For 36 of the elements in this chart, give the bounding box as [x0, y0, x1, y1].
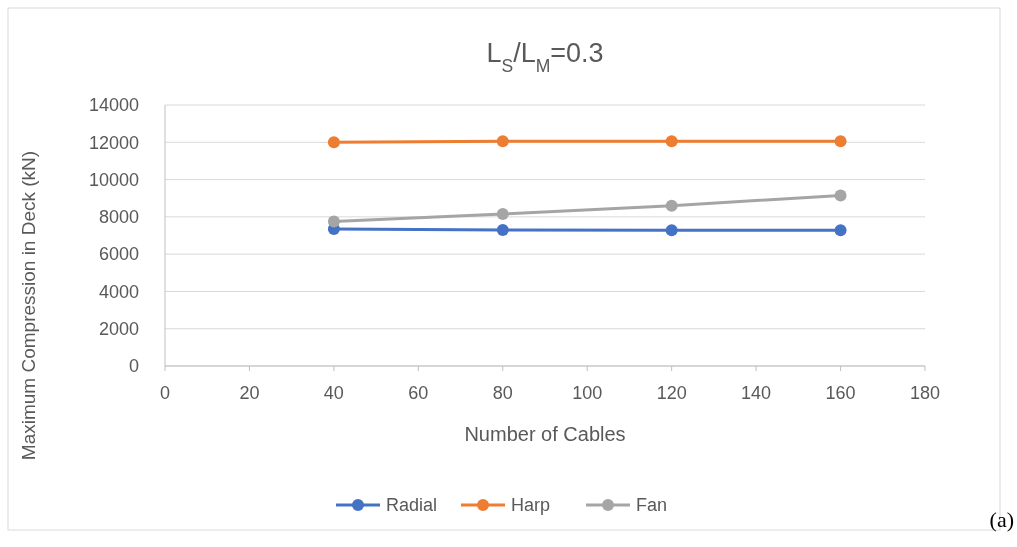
chart-title: L$_{S}$/L$_{M}$=0.3: [486, 38, 604, 76]
x-tick-label: 100: [572, 383, 603, 403]
y-tick-label: 0: [128, 356, 139, 377]
y-tick-label: 4000: [98, 281, 139, 302]
point: [496, 208, 509, 221]
legend-label: Fan: [636, 495, 668, 516]
point: [496, 223, 509, 236]
point: [665, 135, 678, 148]
y-tick-label: 12000: [88, 132, 139, 153]
point: [834, 189, 847, 202]
point: [834, 224, 847, 237]
legend-label: Radial: [386, 495, 438, 516]
point: [327, 215, 340, 228]
y-tick-label: 6000: [98, 244, 139, 265]
y-tick-label: 14000: [88, 95, 139, 116]
point: [834, 135, 847, 148]
y-tick-label: 10000: [88, 169, 139, 190]
point: [665, 224, 678, 237]
y-axis-title: Maximum Compression in Deck (kN): [18, 150, 39, 461]
point: [665, 199, 678, 212]
point: [496, 135, 509, 148]
x-tick-label: 160: [825, 383, 856, 403]
x-axis-title: Number of Cables: [464, 423, 626, 445]
x-tick-label: 20: [239, 383, 260, 403]
x-tick-label: 120: [656, 383, 687, 403]
x-tick-label: 80: [492, 383, 513, 403]
x-tick-label: 0: [159, 383, 171, 403]
y-tick-label: 8000: [98, 207, 139, 228]
legend-label: Harp: [511, 495, 551, 516]
text: (a): [989, 507, 1014, 532]
x-tick-label: 40: [323, 383, 344, 403]
point: [327, 136, 340, 149]
x-tick-label: 180: [909, 383, 941, 403]
x-tick-label: 140: [741, 383, 772, 403]
y-tick-label: 2000: [98, 319, 139, 340]
x-tick-label: 60: [408, 383, 429, 403]
